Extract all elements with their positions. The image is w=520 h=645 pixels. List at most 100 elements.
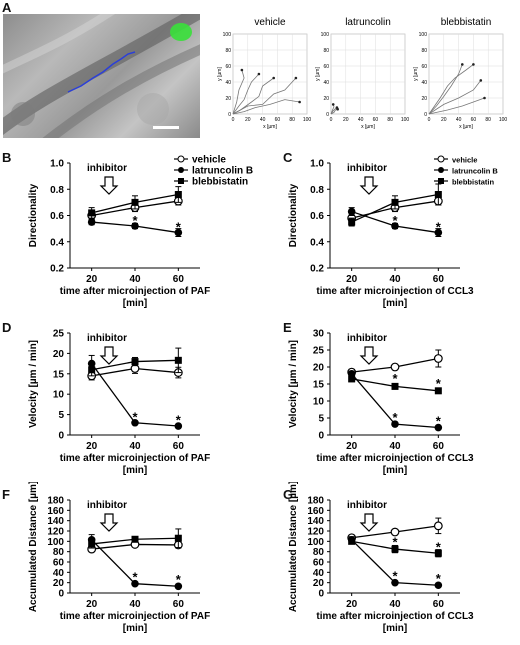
significance-star: * xyxy=(392,410,398,425)
track-plot-frame xyxy=(232,33,308,115)
x-tick-label: 40 xyxy=(129,274,141,285)
panel-letter-g: G xyxy=(283,487,294,502)
inhibitor-label: inhibitor xyxy=(87,333,127,344)
x-axis-unit: [min] xyxy=(123,298,147,309)
track-x-tick: 20 xyxy=(441,117,447,123)
data-point-filled xyxy=(391,222,399,230)
y-axis-label: Accumulated Distance [µm] xyxy=(28,482,39,612)
data-point-square xyxy=(88,209,96,217)
y-tick-label: 20 xyxy=(313,363,325,374)
y-tick-label: 60 xyxy=(53,558,65,569)
data-point-filled xyxy=(391,420,399,428)
track-x-tick: 100 xyxy=(499,117,508,123)
inhibitor-arrow-icon xyxy=(359,346,379,365)
x-tick-label: 20 xyxy=(86,274,98,285)
inhibitor-label: inhibitor xyxy=(347,500,387,511)
data-point-filled xyxy=(434,423,443,432)
data-point-square xyxy=(131,535,139,543)
track-x-label: x [µm] xyxy=(263,124,277,130)
cell-track xyxy=(428,80,482,115)
inhibitor-arrow-icon xyxy=(359,513,379,532)
y-tick-label: 15 xyxy=(313,380,325,391)
track-x-tick: 60 xyxy=(471,117,477,123)
x-tick-label: 40 xyxy=(129,441,141,452)
x-axis-unit: [min] xyxy=(123,465,147,476)
data-point-square xyxy=(88,540,96,548)
y-axis-label: Directionality xyxy=(288,183,299,247)
y-tick-label: 180 xyxy=(47,496,64,507)
legend-marker-filled xyxy=(438,167,444,173)
y-tick-label: 0.6 xyxy=(310,211,324,222)
significance-star: * xyxy=(392,213,398,228)
y-tick-label: 5 xyxy=(58,410,64,421)
significance-star: * xyxy=(132,213,138,228)
inhibitor-arrow-icon xyxy=(99,513,119,532)
y-tick-label: 25 xyxy=(53,329,65,340)
track-title: latruncolin xyxy=(345,17,391,28)
data-point-filled xyxy=(391,578,399,587)
y-axis-label: Velocity [µm / min] xyxy=(288,340,299,428)
y-tick-label: 0.4 xyxy=(50,237,64,248)
data-point-square xyxy=(131,198,139,206)
legend-label: latruncolin B xyxy=(192,166,253,177)
track-plot-frame xyxy=(330,33,406,115)
significance-star: * xyxy=(392,534,398,549)
y-tick-label: 0 xyxy=(318,589,324,600)
data-point-square xyxy=(174,191,182,198)
inhibitor-arrow-icon xyxy=(99,176,119,195)
inhibitor-label: inhibitor xyxy=(347,333,387,344)
track-x-tick: 80 xyxy=(289,117,295,123)
y-tick-label: 0 xyxy=(58,589,64,600)
inhibitor-label: inhibitor xyxy=(87,500,127,511)
track-x-tick: 20 xyxy=(245,117,251,123)
x-tick-label: 20 xyxy=(346,274,358,285)
y-tick-label: 140 xyxy=(47,516,64,527)
significance-star: * xyxy=(176,412,182,427)
x-axis-label: time after microinjection of PAF xyxy=(60,611,210,622)
x-tick-label: 60 xyxy=(173,274,185,285)
cell-track xyxy=(330,107,338,115)
x-tick-label: 20 xyxy=(346,599,358,610)
data-point-square xyxy=(391,545,399,553)
data-point-filled xyxy=(131,222,139,230)
x-tick-label: 60 xyxy=(173,441,185,452)
legend-marker-square xyxy=(438,178,444,184)
x-tick-label: 20 xyxy=(86,441,98,452)
data-point-square xyxy=(391,198,399,206)
track-x-tick: 0 xyxy=(428,117,431,123)
x-axis-label: time after microinjection of PAF xyxy=(60,453,210,464)
track-x-tick: 40 xyxy=(456,117,462,123)
x-tick-label: 60 xyxy=(433,441,445,452)
data-point-square xyxy=(391,382,399,390)
track-endpoint xyxy=(336,107,339,111)
track-x-label: x [µm] xyxy=(459,124,473,130)
y-tick-label: 0.4 xyxy=(310,237,324,248)
track-y-tick: 100 xyxy=(223,32,232,38)
data-point-square xyxy=(434,191,442,198)
track-y-tick: 40 xyxy=(421,80,427,86)
track-y-tick: 0 xyxy=(326,112,329,118)
track-y-tick: 0 xyxy=(228,112,231,118)
inhibitor-arrow-icon xyxy=(99,346,119,365)
legend-marker-square xyxy=(178,178,184,184)
track-endpoint xyxy=(294,76,298,80)
track-title: vehicle xyxy=(254,17,286,28)
y-tick-label: 15 xyxy=(53,369,65,380)
data-point-filled xyxy=(434,581,443,590)
data-point-filled xyxy=(87,218,96,226)
y-tick-label: 60 xyxy=(313,558,325,569)
y-tick-label: 0 xyxy=(318,431,324,442)
x-axis-unit: [min] xyxy=(383,623,407,634)
data-point-square xyxy=(348,375,356,383)
track-title: blebbistatin xyxy=(441,17,492,28)
track-x-tick: 100 xyxy=(401,117,410,123)
data-point-square xyxy=(434,387,442,395)
y-tick-label: 100 xyxy=(47,537,64,548)
track-endpoint xyxy=(483,96,486,100)
track-y-tick: 80 xyxy=(421,48,427,54)
data-point-filled xyxy=(174,228,183,237)
legend-label: blebbistatin xyxy=(192,177,248,188)
